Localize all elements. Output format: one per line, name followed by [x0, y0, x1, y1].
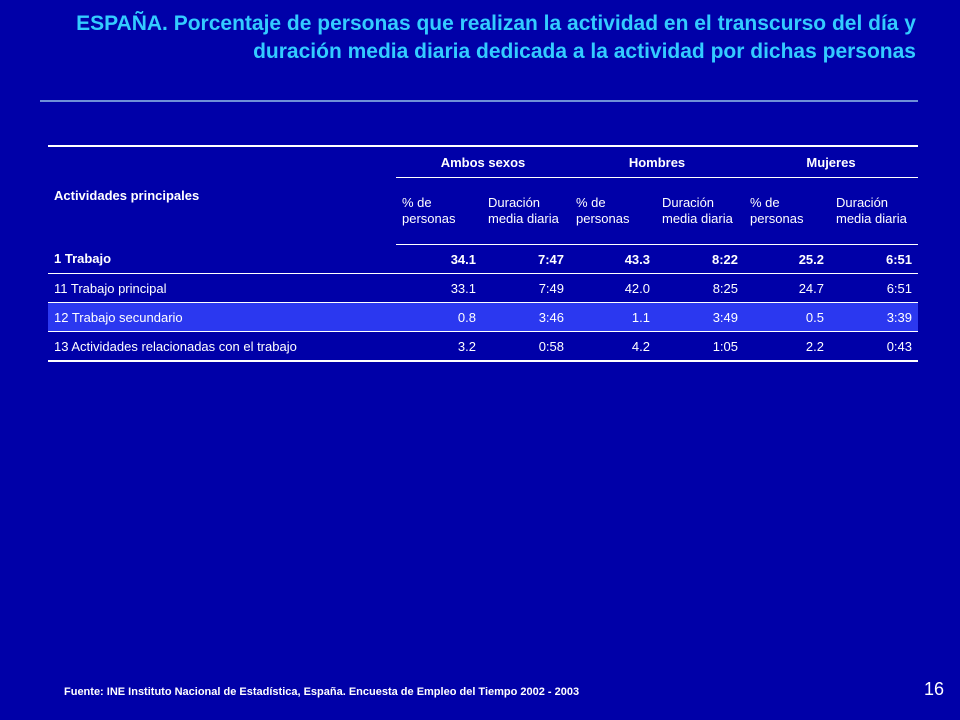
cell-value: 34.1	[396, 244, 482, 274]
cell-value: 3.2	[396, 331, 482, 362]
cell-value: 3:49	[656, 302, 744, 332]
table-subheader-row: % de personas Duración media diaria % de…	[48, 177, 918, 245]
group-header-mujeres: Mujeres	[744, 145, 918, 178]
page-number: 16	[923, 679, 944, 699]
cell-value: 33.1	[396, 273, 482, 303]
table-header-row: Actividades principales Ambos sexos Homb…	[48, 145, 918, 245]
cell-value: 6:51	[830, 244, 918, 274]
cell-value: 43.3	[570, 244, 656, 274]
subheader-dur-hombres: Duración media diaria	[656, 177, 744, 245]
cell-value: 3:46	[482, 302, 570, 332]
title-divider	[40, 100, 918, 102]
cell-value: 8:25	[656, 273, 744, 303]
cell-value: 1.1	[570, 302, 656, 332]
table-row: 1 Trabajo 34.1 7:47 43.3 8:22 25.2 6:51	[48, 244, 918, 274]
cell-value: 0:43	[830, 331, 918, 362]
row-label: 1 Trabajo	[48, 244, 396, 274]
subheader-dur-mujeres: Duración media diaria	[830, 177, 918, 245]
cell-value: 0:58	[482, 331, 570, 362]
cell-value: 0.8	[396, 302, 482, 332]
cell-value: 7:49	[482, 273, 570, 303]
group-header-ambos: Ambos sexos	[396, 145, 570, 178]
cell-value: 1:05	[656, 331, 744, 362]
row-label: 13 Actividades relacionadas con el traba…	[48, 331, 396, 362]
subheader-pct-hombres: % de personas	[570, 177, 656, 245]
activity-table: Actividades principales Ambos sexos Homb…	[48, 145, 918, 362]
cell-value: 2.2	[744, 331, 830, 362]
table-row: 13 Actividades relacionadas con el traba…	[48, 331, 918, 362]
cell-value: 0.5	[744, 302, 830, 332]
cell-value: 8:22	[656, 244, 744, 274]
cell-value: 25.2	[744, 244, 830, 274]
cell-value: 4.2	[570, 331, 656, 362]
cell-value: 3:39	[830, 302, 918, 332]
row-label: 11 Trabajo principal	[48, 273, 396, 303]
source-footnote: Fuente: INE Instituto Nacional de Estadí…	[64, 686, 580, 698]
table-row: 12 Trabajo secundario 0.8 3:46 1.1 3:49 …	[48, 302, 918, 332]
cell-value: 7:47	[482, 244, 570, 274]
subheader-pct-ambos: % de personas	[396, 177, 482, 245]
cell-value: 42.0	[570, 273, 656, 303]
table-row: 11 Trabajo principal 33.1 7:49 42.0 8:25…	[48, 273, 918, 303]
row-label: 12 Trabajo secundario	[48, 302, 396, 332]
page-title: ESPAÑA. Porcentaje de personas que reali…	[76, 12, 916, 63]
subheader-dur-ambos: Duración media diaria	[482, 177, 570, 245]
cell-value: 24.7	[744, 273, 830, 303]
group-header-hombres: Hombres	[570, 145, 744, 178]
activities-header: Actividades principales	[48, 145, 396, 245]
subheader-pct-mujeres: % de personas	[744, 177, 830, 245]
cell-value: 6:51	[830, 273, 918, 303]
